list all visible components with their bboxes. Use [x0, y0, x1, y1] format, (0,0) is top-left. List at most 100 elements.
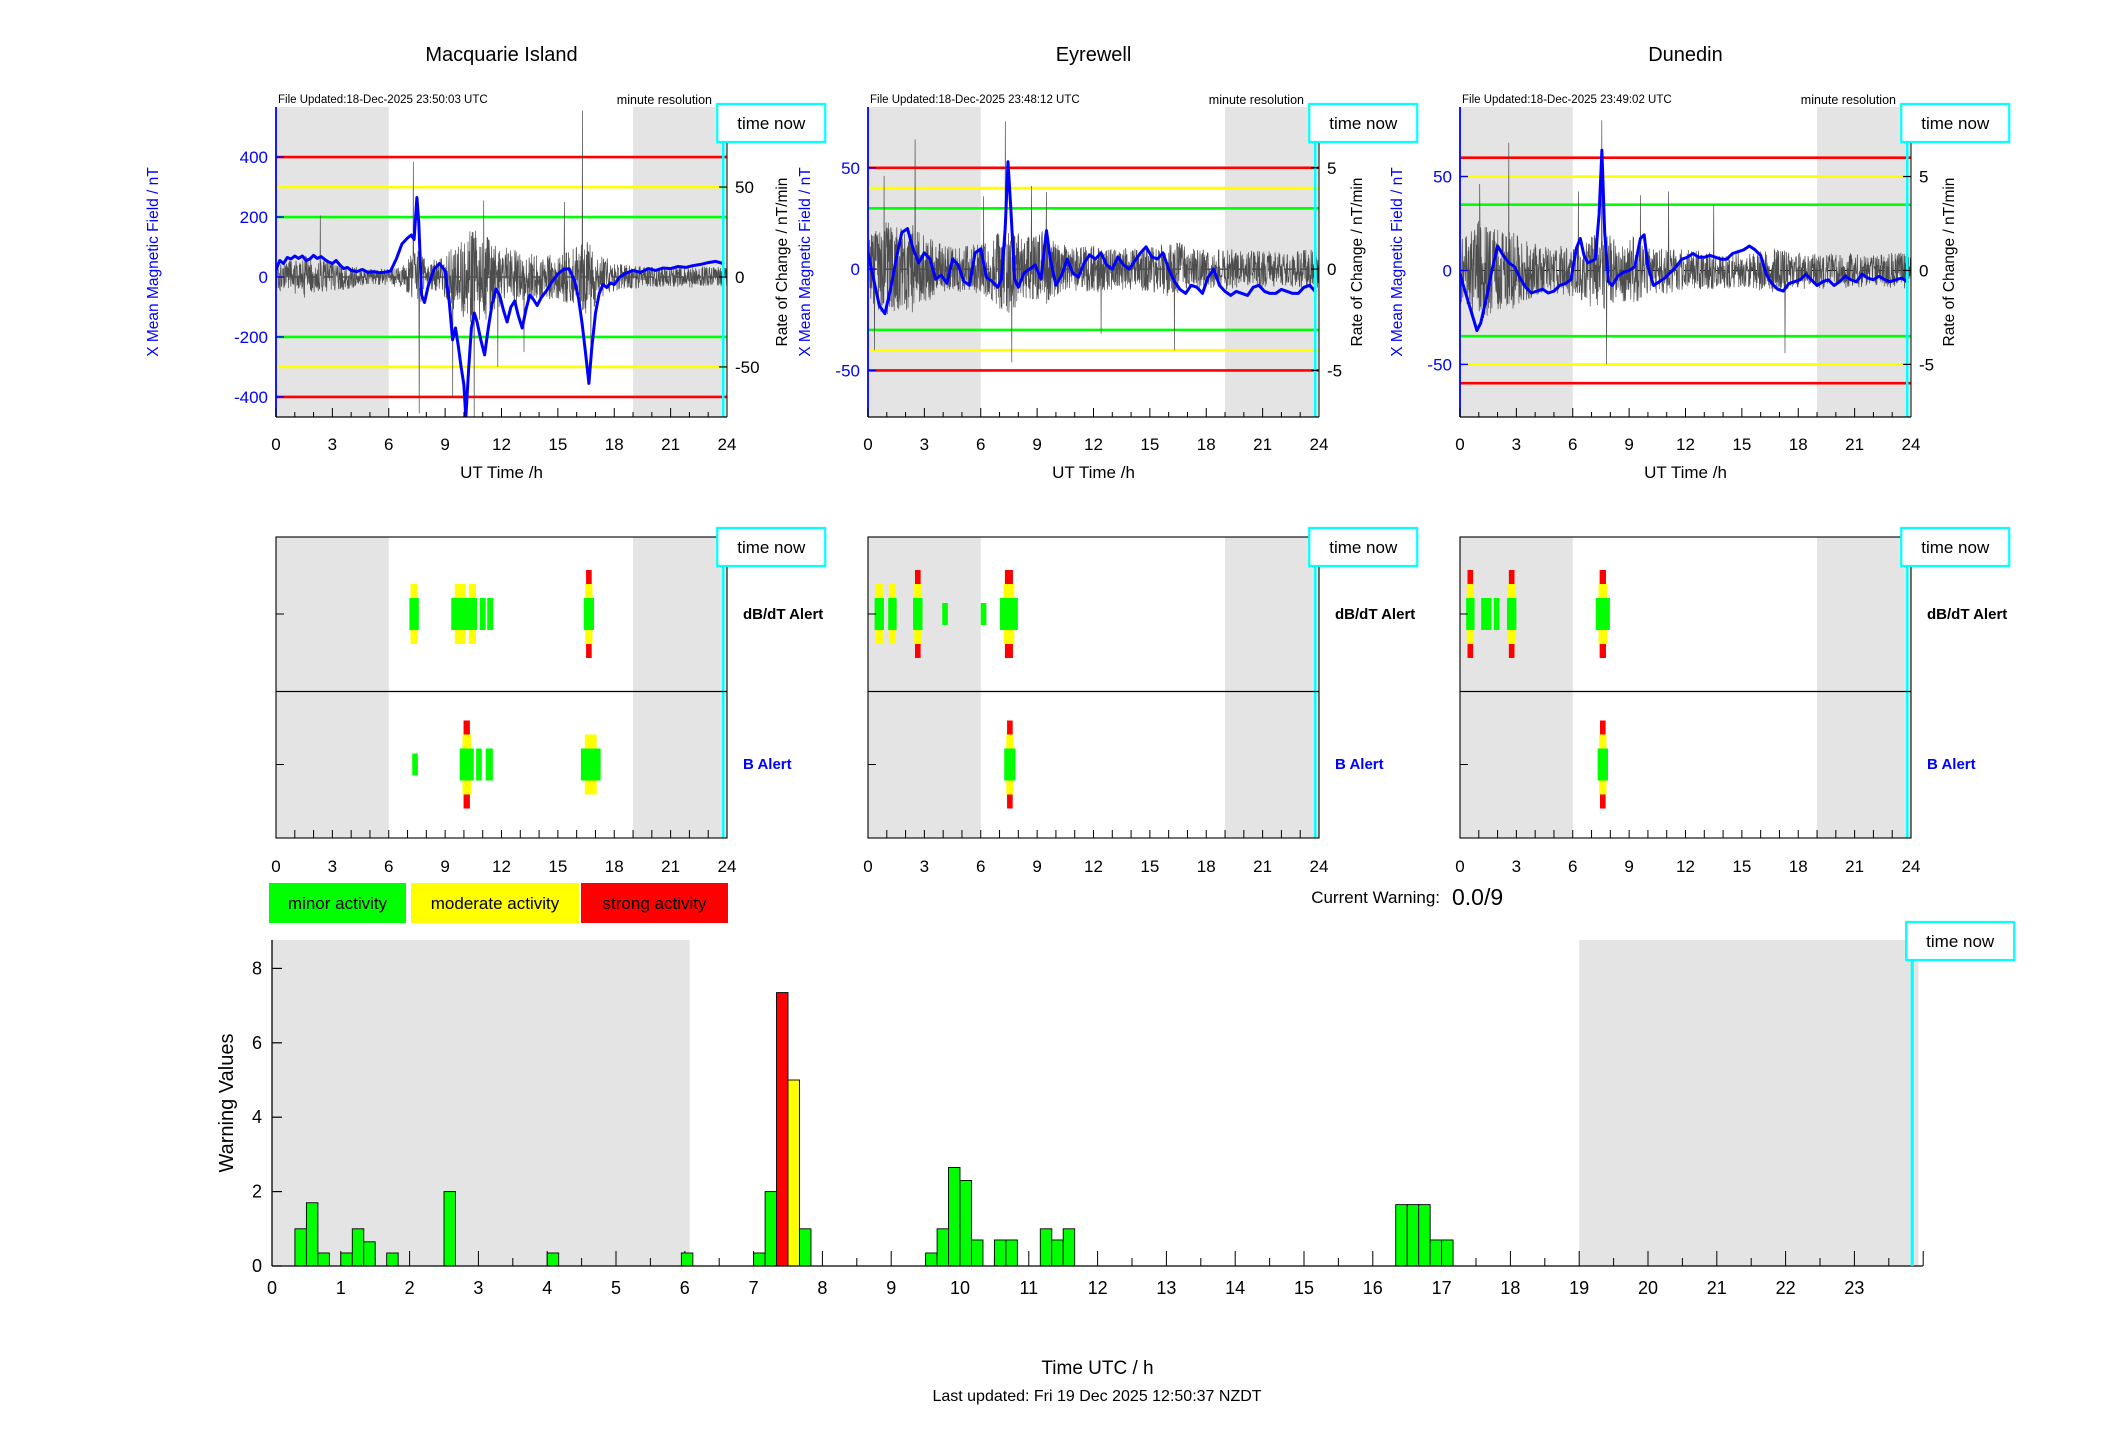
right-y-tick-label: -50 [735, 358, 760, 377]
x-tick-label: 21 [1707, 1278, 1727, 1298]
dbdt-alert-minor-mark [1000, 598, 1018, 630]
b-alert-minor-mark [485, 748, 493, 781]
x-tick-label: 6 [976, 435, 985, 454]
time-now-box-chart-1 [1308, 102, 1419, 144]
x-tick-label: 15 [1732, 435, 1751, 454]
dbdt-alert-minor-mark [583, 598, 595, 630]
x-tick-label: 15 [1732, 857, 1751, 876]
time-now-label-chart-2: time now [1921, 114, 1990, 133]
dbdt-alert-label: dB/dT Alert [1335, 606, 1415, 623]
b-alert-label: B Alert [1927, 756, 1976, 773]
x-tick-label: 2 [405, 1278, 415, 1298]
x-tick-label: 3 [1512, 857, 1521, 876]
y-right-axis-label: Rate of Change / nT/min [1349, 178, 1366, 347]
x-tick-label: 6 [1568, 435, 1577, 454]
right-y-tick-label: -5 [1327, 361, 1342, 380]
warning-bar [1051, 1239, 1064, 1267]
right-y-tick-label: 0 [735, 268, 744, 287]
y-tick-label: 0 [1443, 261, 1452, 280]
dbdt-alert-minor-mark [1481, 598, 1492, 630]
y-tick-label: 6 [252, 1033, 262, 1053]
b-alert-minor-mark [459, 748, 474, 781]
shaded-region [1817, 537, 1911, 838]
dbdt-alert-minor-mark [874, 598, 884, 630]
y-tick-label: 50 [841, 159, 860, 178]
dbdt-alert-minor-mark [913, 598, 923, 630]
x-axis-label: UT Time /h [460, 463, 543, 482]
dbdt-alert-minor-mark [942, 603, 948, 625]
time-now-box-strip-2 [1900, 526, 2011, 568]
x-tick-label: 12 [492, 435, 511, 454]
y-tick-label: 0 [252, 1256, 262, 1276]
x-tick-label: 0 [271, 435, 280, 454]
shaded-region [272, 940, 690, 1266]
x-tick-label: 0 [863, 857, 872, 876]
warning-bar [753, 1252, 766, 1267]
right-y-tick-label: 5 [1919, 168, 1928, 187]
rate-of-change-trace [276, 110, 727, 417]
warning-bar [787, 1079, 800, 1267]
x-tick-label: 15 [1140, 857, 1159, 876]
time-now-label-histogram: time now [1926, 932, 1995, 951]
x-tick-label: 0 [267, 1278, 277, 1298]
warning-bar [317, 1252, 330, 1267]
x-tick-label: 15 [548, 857, 567, 876]
x-tick-label: 12 [1084, 435, 1103, 454]
dbdt-alert-minor-mark [888, 598, 897, 630]
y-tick-label: 50 [1433, 168, 1452, 187]
dbdt-alert-label: dB/dT Alert [1927, 606, 2007, 623]
x-tick-label: 0 [863, 435, 872, 454]
warning-bar [1005, 1239, 1018, 1267]
y-left-axis-label: X Mean Magnetic Field / nT [1389, 167, 1406, 357]
x-tick-label: 12 [1088, 1278, 1108, 1298]
shaded-region [276, 537, 389, 838]
x-tick-label: 6 [384, 435, 393, 454]
alert-strip-macquarie-island: 0 3 6 9 12 15 18 21 24 dB/dT Alert B Alert time now [271, 526, 827, 876]
x-tick-label: 24 [1902, 435, 1921, 454]
warning-bar [305, 1202, 319, 1267]
x-axis-label: Time UTC / h [1041, 1358, 1153, 1379]
y-tick-label: -50 [1427, 355, 1452, 374]
b-alert-minor-mark [580, 748, 601, 781]
dbdt-alert-minor-mark [467, 598, 478, 630]
time-now-box-histogram [1905, 920, 2016, 962]
y-axis-label: Warning Values [216, 1034, 238, 1173]
warning-bar [936, 1228, 950, 1267]
x-tick-label: 3 [920, 435, 929, 454]
warning-bar [799, 1228, 812, 1267]
time-now-box-chart-0 [716, 102, 827, 144]
y-left-axis-label: X Mean Magnetic Field / nT [145, 167, 162, 357]
y-tick-label: -400 [234, 388, 268, 407]
y-left-axis-label: X Mean Magnetic Field / nT [797, 167, 814, 357]
x-tick-label: 12 [1676, 435, 1695, 454]
warning-bar [1441, 1239, 1454, 1267]
dbdt-alert-label: dB/dT Alert [743, 606, 823, 623]
y-tick-label: 400 [240, 148, 268, 167]
dbdt-alert-minor-mark [451, 598, 470, 630]
right-y-tick-label: 5 [1327, 159, 1336, 178]
minute-resolution-text: minute resolution [1209, 93, 1304, 107]
x-tick-label: 18 [605, 857, 624, 876]
x-tick-label: 12 [1084, 857, 1103, 876]
alert-strip-eyrewell: 0 3 6 9 12 15 18 21 24 dB/dT Alert B Alert time now [863, 526, 1419, 876]
x-tick-label: 14 [1225, 1278, 1245, 1298]
warning-bar [443, 1191, 456, 1267]
rate-of-change-trace [1460, 120, 1911, 365]
x-tick-label: 15 [1294, 1278, 1314, 1298]
warning-bar [351, 1228, 365, 1267]
x-tick-label: 3 [473, 1278, 483, 1298]
x-tick-label: 20 [1638, 1278, 1658, 1298]
dbdt-alert-minor-mark [1466, 598, 1475, 630]
dbdt-alert-minor-mark [1595, 598, 1610, 630]
warning-bar [340, 1252, 353, 1267]
warning-bar [1062, 1228, 1076, 1267]
station-title: Macquarie Island [425, 44, 577, 66]
right-y-tick-label: 50 [735, 178, 754, 197]
right-y-tick-label: 0 [1327, 260, 1336, 279]
x-tick-label: 10 [950, 1278, 970, 1298]
x-tick-label: 3 [328, 857, 337, 876]
warning-bar [1418, 1204, 1431, 1267]
x-tick-label: 17 [1432, 1278, 1452, 1298]
